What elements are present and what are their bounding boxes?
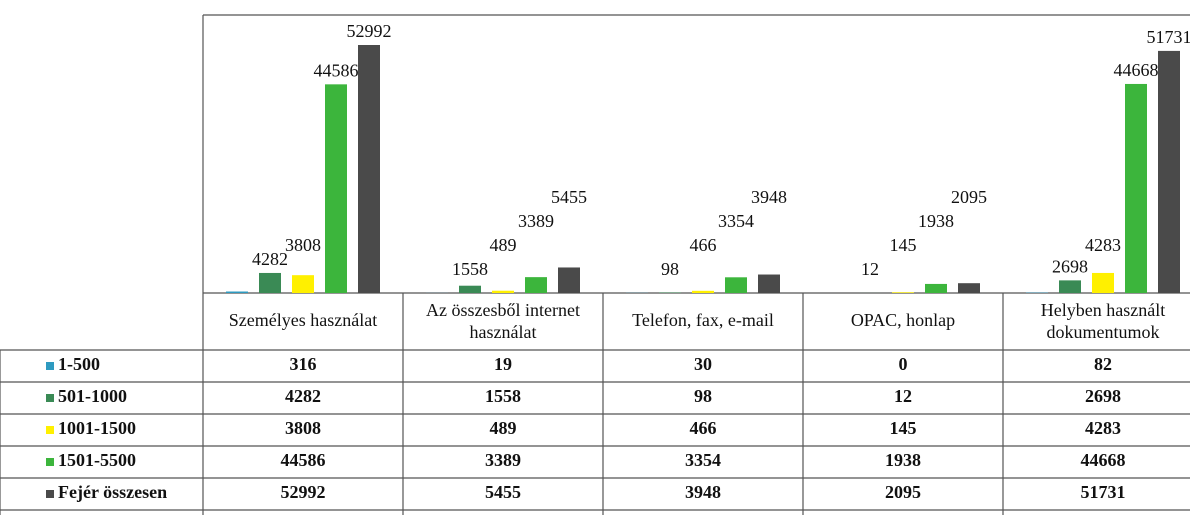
bar — [758, 274, 780, 293]
table-value: 1938 — [885, 450, 921, 470]
table-value: 51731 — [1081, 482, 1126, 502]
table-value: 1558 — [485, 386, 521, 406]
bar — [325, 84, 347, 293]
data-label: 2095 — [951, 187, 987, 207]
table-value: 44586 — [281, 450, 326, 470]
table-value: 3389 — [485, 450, 521, 470]
bar — [459, 285, 481, 293]
table-value: 316 — [290, 354, 317, 374]
legend-swatch — [46, 362, 54, 370]
legend-swatch — [46, 458, 54, 466]
bar — [1092, 272, 1114, 293]
table-value: 2698 — [1085, 386, 1121, 406]
table-value: 5455 — [485, 482, 521, 502]
legend-label: 1501-5500 — [58, 450, 136, 470]
data-label: 489 — [490, 235, 517, 255]
legend-swatch — [46, 394, 54, 402]
table-value: 4283 — [1085, 418, 1121, 438]
data-label: 3354 — [718, 211, 754, 231]
data-label: 4282 — [252, 249, 288, 269]
data-label: 3808 — [285, 235, 321, 255]
category-label: Telefon, fax, e-mail — [632, 310, 774, 330]
category-label: Helyben használt — [1041, 300, 1165, 320]
bar — [1158, 50, 1180, 293]
legend-label: Fejér összesen — [58, 482, 167, 502]
data-label: 52992 — [347, 21, 392, 41]
data-label: 98 — [661, 259, 679, 279]
bar — [558, 267, 580, 293]
table-value: 466 — [690, 418, 717, 438]
legend-label: 1001-1500 — [58, 418, 136, 438]
bar — [492, 290, 514, 293]
table-value: 3948 — [685, 482, 721, 502]
table-value: 2095 — [885, 482, 921, 502]
table-value: 4282 — [285, 386, 321, 406]
bar — [358, 45, 380, 293]
data-label: 145 — [890, 235, 917, 255]
table-value: 44668 — [1081, 450, 1126, 470]
bar — [1125, 83, 1147, 293]
legend-label: 1-500 — [58, 354, 100, 374]
data-label: 12 — [861, 259, 879, 279]
bar — [1059, 280, 1081, 293]
table-value: 12 — [894, 386, 912, 406]
table-value: 0 — [899, 354, 908, 374]
table-value: 52992 — [281, 482, 326, 502]
data-label: 51731 — [1147, 27, 1190, 47]
data-label: 5455 — [551, 187, 587, 207]
bar — [725, 277, 747, 293]
bar — [525, 277, 547, 293]
data-label: 44668 — [1114, 60, 1159, 80]
data-label: 466 — [690, 235, 717, 255]
data-label: 1938 — [918, 211, 954, 231]
table-value: 82 — [1094, 354, 1112, 374]
bar — [292, 275, 314, 293]
legend-swatch — [46, 490, 54, 498]
legend-label: 501-1000 — [58, 386, 127, 406]
table-value: 3354 — [685, 450, 721, 470]
category-label: használat — [470, 322, 537, 342]
table-value: 489 — [490, 418, 517, 438]
table-value: 19 — [494, 354, 512, 374]
legend-swatch — [46, 426, 54, 434]
data-label: 2698 — [1052, 256, 1088, 276]
data-label: 3389 — [518, 211, 554, 231]
category-label: dokumentumok — [1047, 322, 1160, 342]
bar — [958, 283, 980, 293]
category-label: Az összesből internet — [426, 300, 580, 320]
bar — [925, 283, 947, 293]
table-value: 98 — [694, 386, 712, 406]
bar — [226, 291, 248, 293]
table-value: 30 — [694, 354, 712, 374]
data-label: 1558 — [452, 259, 488, 279]
bar — [259, 272, 281, 293]
bar — [692, 290, 714, 293]
bar — [892, 292, 914, 293]
table-value: 145 — [890, 418, 917, 438]
category-label: OPAC, honlap — [851, 310, 955, 330]
data-label: 3948 — [751, 187, 787, 207]
data-label: 44586 — [314, 60, 359, 80]
category-label: Személyes használat — [229, 310, 377, 330]
table-value: 3808 — [285, 418, 321, 438]
data-label: 4283 — [1085, 235, 1121, 255]
